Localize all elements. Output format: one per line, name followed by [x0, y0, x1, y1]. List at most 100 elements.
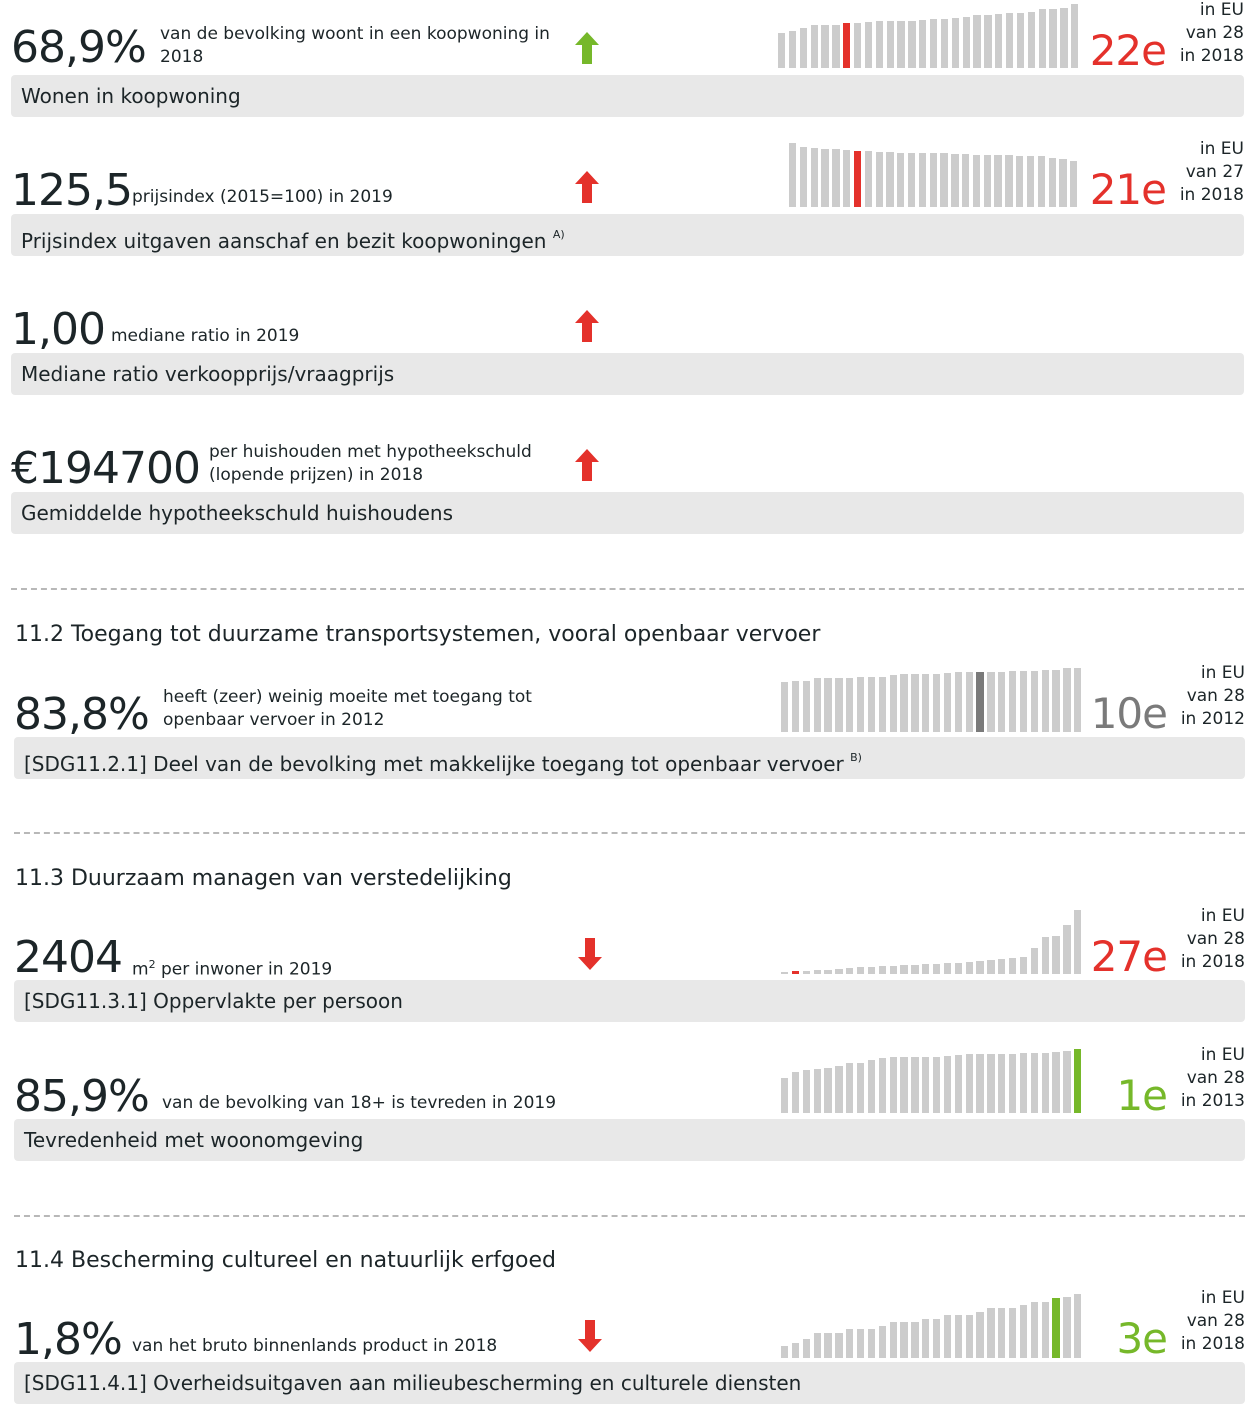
chart-bar [846, 1062, 854, 1113]
description-line-2: openbaar vervoer in 2012 [163, 710, 385, 730]
chart-bar [824, 1067, 832, 1113]
label-text: Tevredenheid met woonomgeving [24, 1128, 364, 1152]
chart-bar [824, 1332, 832, 1358]
chart-bar [789, 143, 797, 207]
chart-bar [889, 966, 897, 974]
chart-bar [908, 20, 916, 68]
chart-bar [987, 1308, 995, 1358]
arrow-up-icon [575, 32, 599, 64]
rank-context: in EU van 28 in 2013 [1181, 1044, 1245, 1113]
chart-bar [857, 677, 865, 732]
arrow-down-icon [578, 1320, 602, 1352]
eu-rank: 27e in EU van 28 in 2018 [1045, 906, 1245, 978]
chart-bar [962, 16, 970, 68]
chart-bar [813, 1332, 821, 1358]
chart-bar [878, 966, 887, 974]
chart-bar [875, 151, 883, 207]
indicator-value: 68,9% [11, 22, 147, 73]
description-line-1: van het bruto binnenlands product in 201… [132, 1336, 498, 1356]
chart-bar [1059, 159, 1067, 207]
chart-bar [778, 33, 786, 68]
chart-bar [843, 150, 851, 207]
chart-bar [940, 19, 949, 68]
chart-bar [791, 1071, 800, 1113]
chart-bar [1027, 12, 1036, 68]
chart-bar [933, 673, 941, 732]
chart-bar [951, 153, 959, 207]
indicator-value: 125,5 [11, 165, 133, 216]
indicator-description: van de bevolking van 18+ is tevreden in … [162, 1092, 556, 1115]
ranking-bar-chart [789, 143, 1081, 207]
chart-bar [788, 31, 797, 68]
footnote-marker[interactable]: B) [850, 751, 862, 764]
ranking-bar-chart [778, 4, 1082, 68]
chart-bar [1052, 669, 1060, 732]
chart-bar [824, 678, 832, 732]
chart-bar [1030, 670, 1039, 732]
ranking-bar-chart [781, 910, 1085, 974]
rank-year: in 2013 [1180, 1091, 1245, 1111]
label-text: [SDG11.3.1] Oppervlakte per persoon [24, 989, 403, 1013]
chart-bar [922, 964, 930, 974]
chart-bar [1038, 9, 1046, 68]
chart-bar [791, 681, 800, 732]
arrow-up-shape [575, 171, 599, 203]
chart-bar [791, 1342, 800, 1358]
chart-bar [1063, 1297, 1071, 1358]
description-line-1: heeft (zeer) weinig moeite met toegang t… [163, 687, 532, 707]
chart-bar [987, 1053, 995, 1113]
chart-bar [1070, 160, 1078, 207]
section-divider [14, 832, 1245, 834]
chart-bar [984, 14, 992, 68]
rank-scope: in EU [1199, 139, 1244, 159]
indicator-description: per huishouden met hypotheekschuld (lope… [209, 441, 532, 487]
chart-bar [799, 28, 808, 68]
chart-bar [907, 152, 916, 207]
chart-bar [832, 24, 840, 68]
footnote-marker[interactable]: A) [552, 228, 565, 241]
chart-bar [933, 1056, 941, 1113]
label-text: Prijsindex uitgaven aanschaf en bezit ko… [21, 229, 547, 253]
indicator-label: [SDG11.4.1] Overheidsuitgaven aan milieu… [14, 1362, 1245, 1404]
chart-bar-highlight [843, 22, 851, 68]
chart-bar [922, 673, 930, 732]
arrow-down-icon [578, 938, 602, 970]
chart-bar [1063, 1051, 1071, 1113]
indicator-description: m2 per inwoner in 2019 [132, 953, 332, 982]
chart-bar-highlight [853, 150, 862, 207]
rank-scope: in EU [1199, 0, 1244, 20]
chart-bar [1041, 1052, 1049, 1113]
chart-bar [965, 672, 973, 732]
chart-bar [900, 1322, 908, 1358]
chart-bar [976, 961, 984, 974]
chart-bar [1063, 668, 1071, 732]
chart-bar [781, 681, 789, 732]
chart-bar [1026, 156, 1035, 207]
chart-bar [1009, 671, 1017, 732]
chart-bar [922, 1056, 930, 1113]
chart-bar [1071, 4, 1079, 68]
chart-bar [911, 674, 919, 732]
chart-bar [987, 671, 995, 732]
chart-bar [933, 1318, 941, 1358]
eu-rank: 3e in EU van 28 in 2018 [1045, 1288, 1245, 1360]
rank-total: van 28 [1185, 23, 1244, 43]
chart-bar [867, 1060, 876, 1113]
indicator-hypotheekschuld: €194700 per huishouden met hypotheekschu… [11, 417, 1244, 535]
unit-superscript: 2 [148, 958, 156, 971]
chart-bar [998, 1053, 1006, 1113]
description-line-1: van de bevolking woont in een koopwoning… [160, 24, 550, 44]
indicator-description: van de bevolking woont in een koopwoning… [160, 23, 550, 69]
arrow-up-icon [575, 310, 599, 342]
chart-bar [900, 674, 908, 732]
eu-rank: 21e in EU van 27 in 2018 [1044, 139, 1244, 211]
chart-bar [1074, 1294, 1082, 1358]
indicator-description: mediane ratio in 2019 [111, 325, 299, 348]
chart-bar [954, 1055, 963, 1113]
chart-bar [976, 1311, 984, 1358]
chart-bar [897, 20, 905, 68]
chart-bar [1030, 947, 1039, 974]
indicator-toegang-ov: 83,8% heeft (zeer) weinig moeite met toe… [14, 663, 1245, 781]
chart-bar [824, 970, 832, 974]
chart-bar [1009, 1308, 1017, 1358]
